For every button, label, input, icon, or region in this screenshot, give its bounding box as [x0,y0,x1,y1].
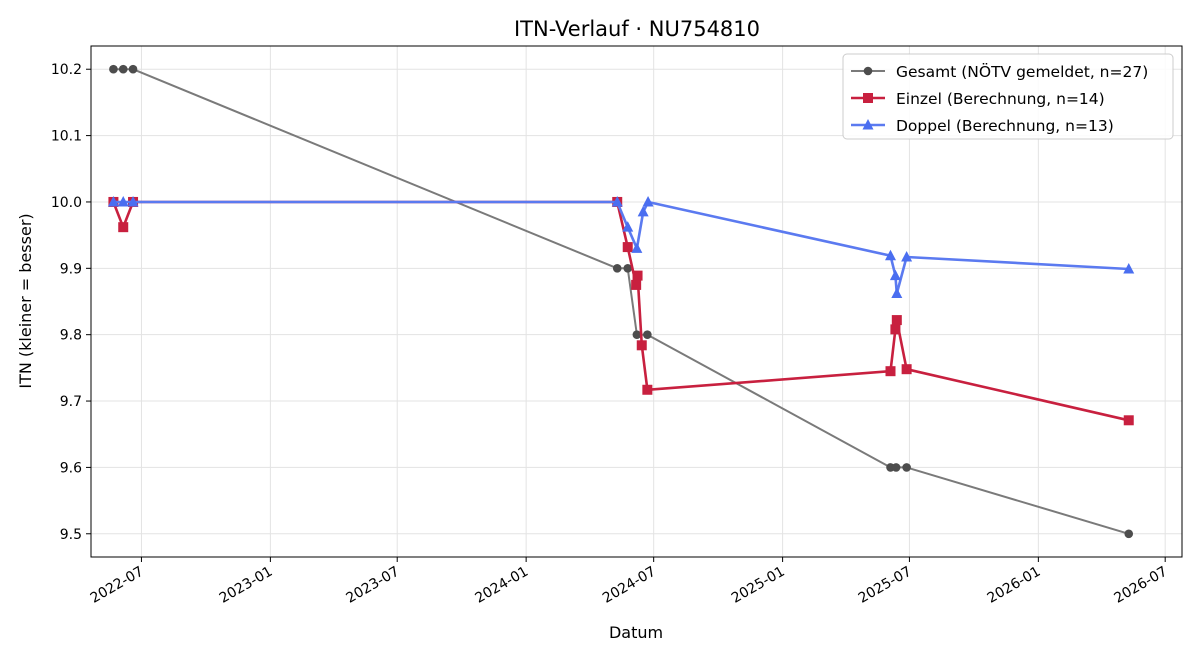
data-point [637,205,649,217]
legend-label: Einzel (Berechnung, n=14) [896,90,1105,108]
data-point [622,242,633,253]
series-triangle [107,195,1135,299]
data-point [128,64,138,74]
data-point [612,264,622,273]
data-point [902,463,911,472]
data-point [611,195,623,207]
data-point [1124,529,1134,539]
data-point [901,364,912,375]
y-tick-label: 10.0 [51,195,82,211]
data-point [632,330,642,339]
data-point [118,64,128,74]
data-point [1123,415,1134,426]
data-point [622,221,634,232]
legend-marker [863,93,873,103]
y-axis-label: ITN (kleiner = besser) [16,213,35,388]
data-point [885,366,896,377]
legend-label: Doppel (Berechnung, n=13) [896,117,1114,135]
plot-area [107,64,1135,539]
y-tick-label: 9.5 [60,527,82,543]
data-point [1123,262,1135,274]
legend-marker [863,66,873,76]
legend-label: Gesamt (NÖTV gemeldet, n=27) [896,62,1148,81]
data-point [631,279,642,290]
y-tick-label: 9.9 [60,261,82,277]
y-tick-label: 10.2 [51,62,82,78]
legend: Gesamt (NÖTV gemeldet, n=27) Einzel (Bere… [842,53,1174,140]
y-tick-label: 9.7 [60,394,82,410]
data-point [891,315,902,326]
data-point [890,324,901,335]
data-point [127,195,139,207]
chart-title: ITN-Verlauf · NU754810 [514,17,760,41]
series-circle [109,64,1134,539]
data-point [109,64,118,74]
data-point [891,463,901,472]
data-point [631,242,643,253]
data-point [885,249,897,261]
legend-marker [862,119,874,130]
data-point [118,222,129,233]
data-point [891,287,903,299]
data-point [642,384,653,395]
data-point [107,195,119,207]
data-point [901,251,913,262]
y-tick-label: 9.8 [60,328,82,344]
data-point [623,264,633,273]
y-tick-label: 10.1 [51,129,82,145]
data-point [642,195,654,207]
data-point [636,340,647,351]
data-point [643,330,652,339]
plot-frame [90,45,1183,558]
y-tick-label: 9.6 [60,460,82,476]
x-axis-label: Datum [609,623,663,642]
data-point [889,269,901,281]
data-point [632,270,643,281]
data-point [117,195,129,207]
grid [91,46,1182,557]
legend-box [842,53,1174,140]
